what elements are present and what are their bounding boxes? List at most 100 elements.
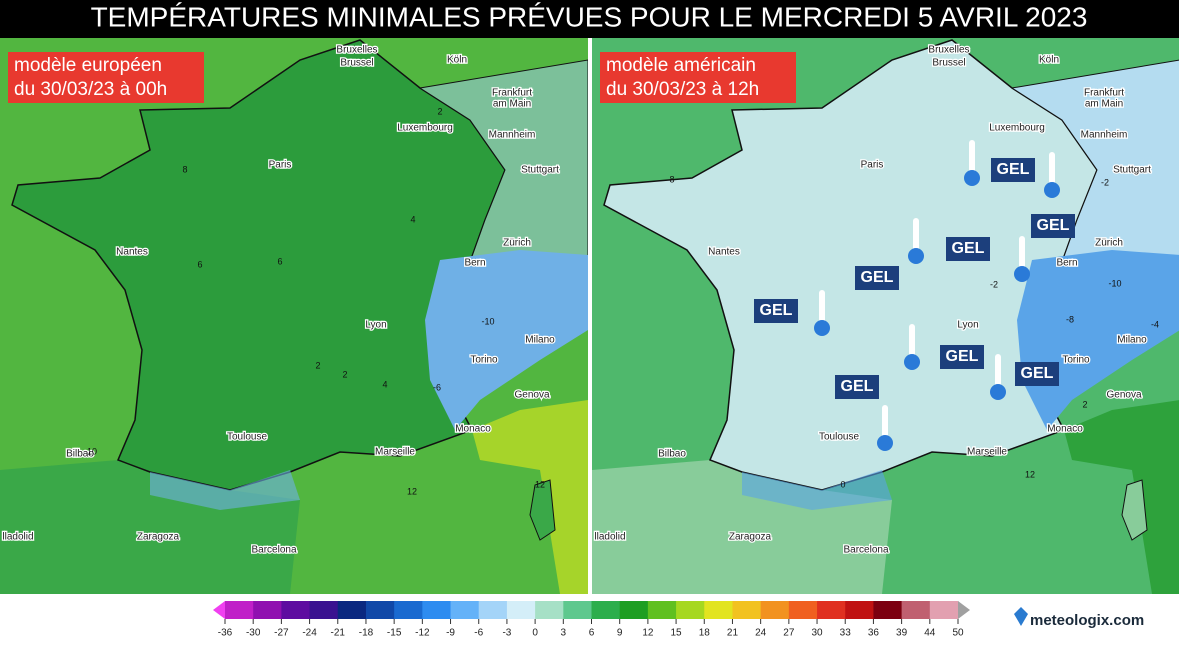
frost-box <box>1031 214 1075 238</box>
frost-box <box>1015 362 1059 386</box>
colorbar: -36 -30 -27 -24 -21 -18 -15 -12 -9 -6 -3 0 3 6 9 12 15 18… <box>213 601 970 639</box>
colorbar-tick-label: -36 <box>218 628 233 639</box>
colorbar-end <box>958 601 970 619</box>
colorbar-tick-label: 30 <box>811 628 823 639</box>
frost-box <box>754 299 798 323</box>
city-name: Frankfurt <box>1084 88 1124 99</box>
colorbar-segment <box>676 601 705 619</box>
city-name: Bilbao <box>658 449 686 460</box>
contour-label: 2 <box>342 369 347 379</box>
city-name: Nantes <box>116 247 148 258</box>
panel-label: modèle américain <box>606 55 756 76</box>
map-panel: modèle européen du 30/03/23 à 00h Bruxelle… <box>0 38 588 594</box>
thermometer-bulb <box>908 248 924 264</box>
colorbar-segment <box>478 601 508 619</box>
city-name: Bilbao <box>66 449 94 460</box>
contour-label: 2 <box>315 360 320 370</box>
colorbar-tick-label: 39 <box>896 628 908 639</box>
city-name: Zaragoza <box>729 532 772 543</box>
contour-label: 12 <box>407 486 417 496</box>
colorbar-tick-label: 50 <box>952 628 964 639</box>
colorbar-tick-label: -3 <box>502 628 511 639</box>
contour-label: 4 <box>410 214 415 224</box>
city-name: Milano <box>1117 335 1147 346</box>
colorbar-segment <box>873 601 903 619</box>
city-name: Brussel <box>340 58 373 69</box>
title: TEMPÉRATURES MINIMALES PRÉVUES POUR LE M… <box>91 1 1088 32</box>
colorbar-tick-label: 18 <box>699 628 711 639</box>
map-panel: modèle américain du 30/03/23 à 12h Bruxell… <box>592 38 1179 594</box>
thermometer-bulb <box>990 384 1006 400</box>
alps <box>425 250 588 430</box>
colorbar-segment <box>845 601 874 619</box>
thermometer-stem <box>819 290 825 324</box>
city-name: Köln <box>1039 55 1059 66</box>
city-name: Zaragoza <box>137 532 180 543</box>
contour-label: 12 <box>1025 469 1035 479</box>
thermometer-bulb <box>814 320 830 336</box>
colorbar-tick-label: -24 <box>302 628 317 639</box>
colorbar-segment <box>253 601 282 619</box>
colorbar-segment <box>309 601 339 619</box>
frost-box <box>991 158 1035 182</box>
contour-label: 4 <box>382 379 387 389</box>
contour-label: 6 <box>197 259 202 269</box>
thermometer-stem <box>995 354 1001 388</box>
frost-box <box>946 237 990 261</box>
contour-label: -2 <box>990 279 998 289</box>
colorbar-tick-label: 12 <box>642 628 654 639</box>
panel-label: du 30/03/23 à 00h <box>14 79 167 100</box>
colorbar-tick-label: -6 <box>474 628 483 639</box>
italy-sea <box>472 400 588 594</box>
frost-label: GEL <box>997 161 1030 178</box>
city-name: Zürich <box>1095 238 1123 249</box>
colorbar-segment <box>619 601 649 619</box>
thermometer-stem <box>1049 152 1055 186</box>
thermometer-stem <box>882 405 888 439</box>
colorbar-segment <box>394 601 423 619</box>
thermometer-bulb <box>964 170 980 186</box>
title-bar <box>0 0 1179 38</box>
contour-label: 2 <box>1082 399 1087 409</box>
colorbar-segment <box>704 601 733 619</box>
colorbar-tick-label: -27 <box>274 628 289 639</box>
colorbar-tick-label: 6 <box>589 628 595 639</box>
colorbar-segment <box>365 601 395 619</box>
frost-label: GEL <box>861 269 894 286</box>
thermometer-bulb <box>1044 182 1060 198</box>
colorbar-tick-label: -21 <box>331 628 346 639</box>
city-name: Stuttgart <box>521 165 559 176</box>
frost-label: GEL <box>952 240 985 257</box>
city-name: Monaco <box>455 424 491 435</box>
colorbar-tick-label: 27 <box>783 628 795 639</box>
city-name: Bruxelles <box>928 45 969 56</box>
thermometer-stem <box>1019 236 1025 270</box>
city-name: am Main <box>493 99 531 110</box>
city-name: lladolid <box>2 532 33 543</box>
panel-label: modèle européen <box>14 55 162 76</box>
brand-name: meteologix.com <box>1030 612 1144 629</box>
contour-label: -10 <box>1108 278 1121 288</box>
colorbar-tick-label: -18 <box>359 628 374 639</box>
frost-label: GEL <box>946 348 979 365</box>
colorbar-tick-label: 15 <box>671 628 683 639</box>
city-name: Bruxelles <box>336 45 377 56</box>
colorbar-segment <box>506 601 536 619</box>
thermometer-stem <box>969 140 975 174</box>
colorbar-segment <box>929 601 959 619</box>
city-name: Toulouse <box>227 432 267 443</box>
thermometer-stem <box>909 324 915 358</box>
city-name: Bern <box>464 258 485 269</box>
contour-label: 0 <box>840 479 845 489</box>
colorbar-tick-label: -15 <box>387 628 402 639</box>
east-land <box>418 59 588 263</box>
contour-label: 2 <box>437 106 442 116</box>
city-name: Nantes <box>708 247 740 258</box>
contour-label: 10 <box>87 446 97 456</box>
city-name: Torino <box>470 355 498 366</box>
colorbar-segment <box>337 601 367 619</box>
city-name: Brussel <box>932 58 965 69</box>
contour-label: -2 <box>1101 177 1109 187</box>
colorbar-segment <box>760 601 790 619</box>
